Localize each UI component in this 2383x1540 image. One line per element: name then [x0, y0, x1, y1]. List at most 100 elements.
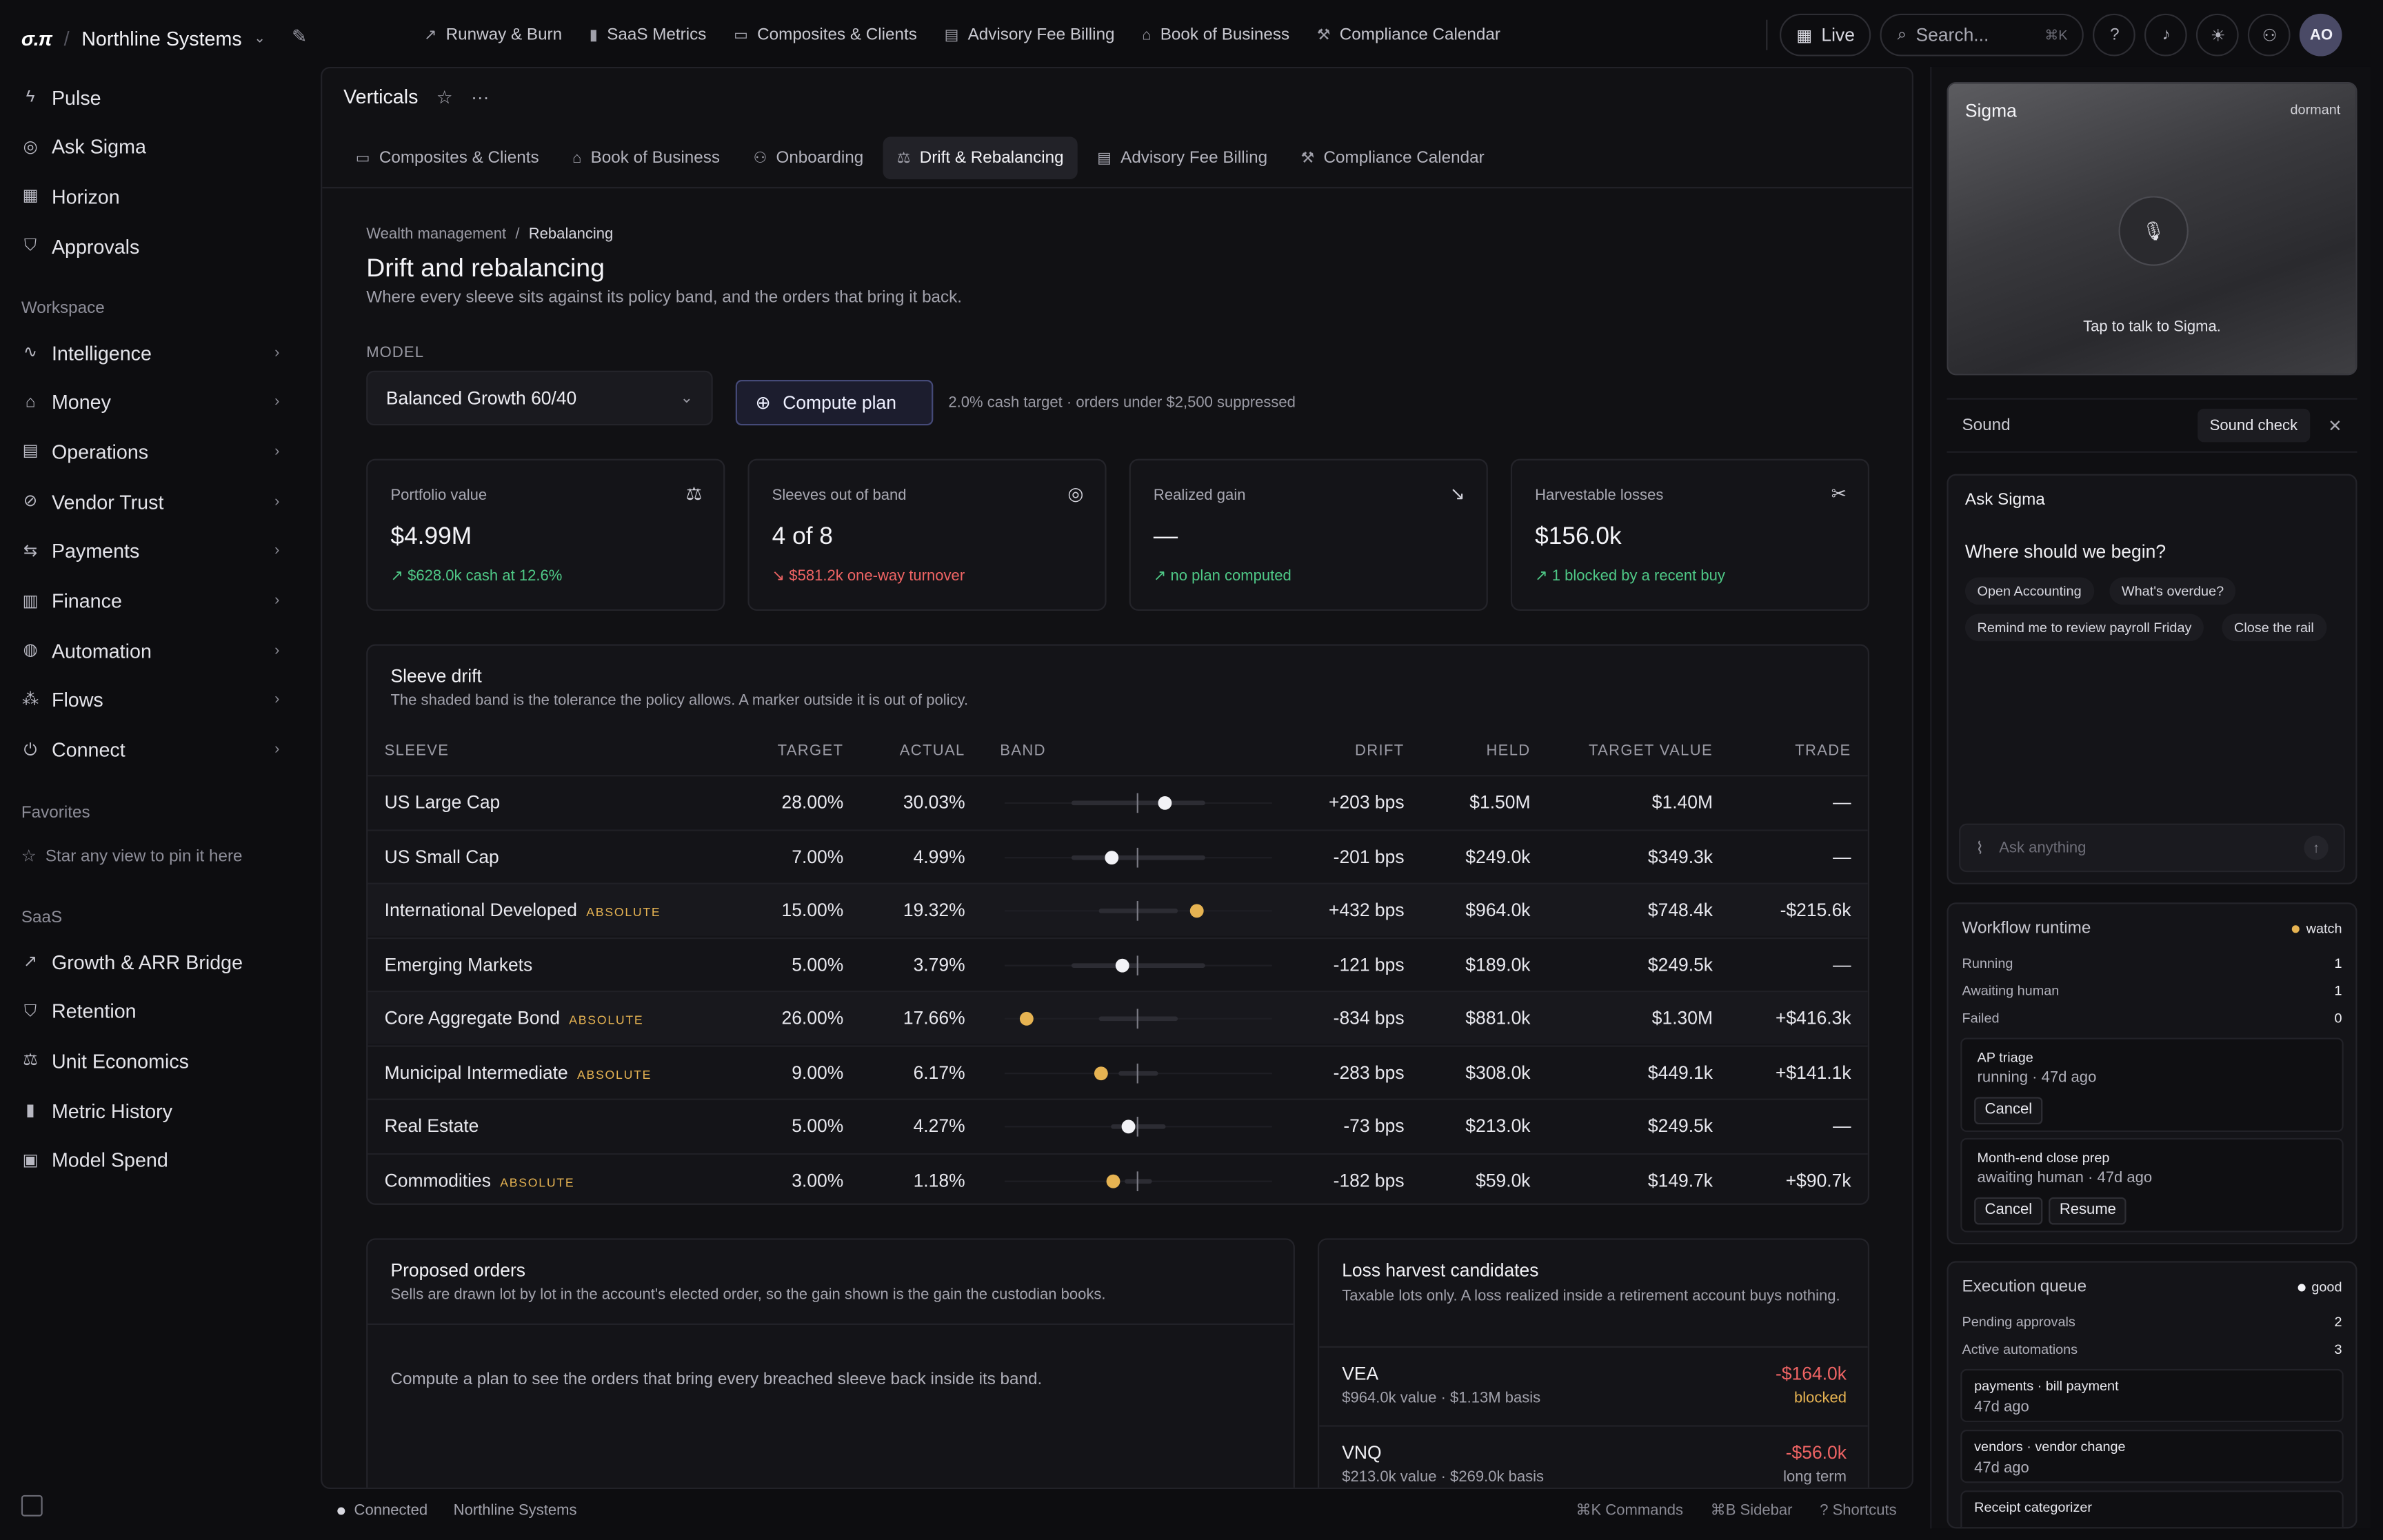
cancel-button[interactable]: Cancel: [1974, 1097, 2043, 1125]
model-select[interactable]: Balanced Growth 60/40 ⌄: [366, 370, 713, 426]
drift-cell: -73 bps: [1343, 1115, 1405, 1137]
topnav-book-of-business[interactable]: ⌂ Book of Business: [1128, 14, 1303, 57]
connection-status: Connected: [354, 1501, 428, 1519]
sidebar-item-retention[interactable]: ⛉ Retention: [21, 995, 283, 1028]
scale-icon: ⚖: [685, 483, 703, 505]
stat-value: —: [1153, 524, 1178, 550]
nav-item-label: Vendor Trust: [51, 490, 164, 514]
sleeve-name: US Large Cap: [385, 776, 501, 829]
sidebar-item-finance[interactable]: ▥ Finance ›: [21, 584, 283, 617]
sidebar-item-payments[interactable]: ⇆ Payments ›: [21, 534, 283, 567]
sidebar-item-metric-history[interactable]: ▮ Metric History: [21, 1094, 283, 1127]
status-badge: watch: [2292, 921, 2342, 936]
sound-check-button[interactable]: Sound check: [2198, 408, 2310, 443]
queue-item[interactable]: vendors · vendor change 47d ago: [1960, 1430, 2344, 1483]
band-gauge: [1004, 1046, 1272, 1100]
help-icon[interactable]: ?: [2093, 13, 2136, 57]
send-icon[interactable]: ↑: [2304, 835, 2329, 860]
queue-item[interactable]: Receipt categorizer: [1960, 1490, 2344, 1528]
paperclip-icon[interactable]: ⌇: [1975, 839, 1984, 858]
topnav-composites-clients[interactable]: ▭ Composites & Clients: [720, 14, 931, 57]
scale-icon: ⚖: [23, 1052, 38, 1071]
sidebar-item-money[interactable]: ⌂ Money ›: [21, 385, 283, 418]
sleeve-name: Core Aggregate Bond ABSOLUTE: [385, 992, 644, 1045]
table-row[interactable]: Core Aggregate Bond ABSOLUTE 26.00% 17.66% -…: [368, 991, 1868, 1045]
bell-icon[interactable]: ♪: [2144, 13, 2188, 57]
loss-amount: -$164.0k: [1776, 1363, 1847, 1384]
topnav-label: SaaS Metrics: [607, 26, 707, 44]
sleeve-label: International Developed: [384, 899, 578, 921]
more-icon[interactable]: ···: [471, 85, 490, 108]
cpu-icon: ▣: [22, 1151, 39, 1170]
harvest-subtitle: Taxable lots only. A loss realized insid…: [1342, 1288, 1840, 1306]
tab-onboarding[interactable]: ⚇ Onboarding: [740, 136, 877, 179]
suggestion-chip[interactable]: Close the rail: [2222, 614, 2326, 642]
chevron-right-icon: ›: [274, 344, 280, 361]
topnav-compliance-calendar[interactable]: ⚒ Compliance Calendar: [1303, 14, 1514, 57]
sidebar-item-pulse[interactable]: ϟ Pulse: [21, 81, 283, 114]
sidebar-item-approvals[interactable]: ⛉ Approvals: [21, 230, 283, 263]
microphone-icon[interactable]: 🎙︎: [2118, 196, 2189, 266]
search-input[interactable]: ⌕ Search... ⌘K: [1880, 13, 2084, 57]
suggestion-chip[interactable]: What's overdue?: [2109, 577, 2236, 605]
table-row[interactable]: Emerging Markets 5.00% 3.79% -121 bps $189.0…: [368, 936, 1868, 990]
star-icon[interactable]: ☆: [436, 85, 453, 108]
sidebar-item-unit-economics[interactable]: ⚖ Unit Economics: [21, 1044, 283, 1077]
topnav-advisory-fee-billing[interactable]: ▤ Advisory Fee Billing: [931, 14, 1129, 57]
tab-composites-clients[interactable]: ▭ Composites & Clients: [342, 136, 553, 179]
tab-drift-rebalancing[interactable]: ⚖ Drift & Rebalancing: [883, 136, 1078, 180]
breadcrumb-item[interactable]: Wealth management: [366, 226, 507, 243]
shortcut-commands[interactable]: ⌘K Commands: [1576, 1501, 1684, 1519]
main-panel: Verticals ☆ ··· ▭ Composites & Clients ⌂ Bo…: [321, 66, 1913, 1490]
sidebar-item-flows[interactable]: ⁂ Flows ›: [21, 684, 283, 717]
sidebar-item-automation[interactable]: ◍ Automation ›: [21, 634, 283, 667]
suggestion-chip[interactable]: Open Accounting: [1964, 577, 2094, 605]
sigma-voice-card[interactable]: Sigma dormant 🎙︎ Tap to talk to Sigma.: [1947, 82, 2357, 376]
sun-icon[interactable]: ☀: [2196, 13, 2240, 57]
tab-compliance-calendar[interactable]: ⚒ Compliance Calendar: [1287, 136, 1498, 179]
list-item[interactable]: VNQ $213.0k value · $269.0k basis -$56.0k l…: [1319, 1425, 1868, 1487]
right-rail: Sigma dormant 🎙︎ Tap to talk to Sigma. S…: [1930, 66, 2371, 1529]
sidebar-item-intelligence[interactable]: ∿ Intelligence ›: [21, 336, 283, 369]
topnav-saas-metrics[interactable]: ▮ SaaS Metrics: [576, 14, 720, 57]
sidebar-toggle-icon[interactable]: [21, 1495, 43, 1517]
table-row[interactable]: Municipal Intermediate ABSOLUTE 9.00% 6.17%…: [368, 1044, 1868, 1100]
held-cell: $189.0k: [1465, 953, 1531, 975]
org-switcher[interactable]: σ.π / Northline Systems ⌄: [21, 21, 265, 54]
table-row[interactable]: Commodities ABSOLUTE 3.00% 1.18% -182 bps $59…: [368, 1152, 1868, 1204]
sidebar-item-horizon[interactable]: ▦ Horizon: [21, 180, 283, 213]
avatar[interactable]: AO: [2300, 13, 2343, 57]
ask-input[interactable]: ⌇ Ask anything ↑: [1959, 823, 2345, 873]
shortcut-sidebar[interactable]: ⌘B Sidebar: [1710, 1501, 1793, 1519]
close-icon[interactable]: ✕: [2328, 417, 2342, 436]
sidebar-item-growth-arr-bridge[interactable]: ↗ Growth & ARR Bridge: [21, 945, 283, 978]
tab-book-of-business[interactable]: ⌂ Book of Business: [559, 136, 734, 179]
table-row[interactable]: International Developed ABSOLUTE 15.00% 19.…: [368, 882, 1868, 936]
topnav-runway-burn[interactable]: ↗ Runway & Burn: [410, 14, 576, 57]
sidebar-item-connect[interactable]: ⏻ Connect ›: [21, 733, 283, 767]
queue-item[interactable]: payments · bill payment 47d ago: [1960, 1368, 2344, 1423]
sidebar-item-vendor-trust[interactable]: ⊘ Vendor Trust ›: [21, 485, 283, 518]
users-icon[interactable]: ⚇: [2248, 13, 2291, 57]
sidebar-item-ask-sigma[interactable]: ◎ Ask Sigma: [21, 130, 283, 163]
suggestion-chip[interactable]: Remind me to review payroll Friday: [1964, 614, 2204, 642]
sidebar-item-model-spend[interactable]: ▣ Model Spend: [21, 1144, 283, 1177]
table-row[interactable]: US Large Cap 28.00% 30.03% +203 bps $1.50M $1…: [368, 775, 1868, 829]
sidebar-item-operations[interactable]: ▤ Operations ›: [21, 435, 283, 468]
sidebar: σ.π / Northline Systems ⌄ ✎ ϟ Pulse ◎ Ask S…: [0, 0, 319, 1540]
table-row[interactable]: US Small Cap 7.00% 4.99% -201 bps $249.0k $34…: [368, 829, 1868, 882]
tab-icon: ⚒: [1300, 150, 1315, 167]
tab-advisory-fee-billing[interactable]: ▤ Advisory Fee Billing: [1083, 136, 1281, 179]
live-button[interactable]: ▦ Live: [1780, 13, 1872, 57]
compose-icon[interactable]: ✎: [292, 26, 308, 48]
actual-cell: 4.27%: [913, 1115, 965, 1137]
resume-button[interactable]: Resume: [2049, 1197, 2127, 1225]
tab-label: Onboarding: [776, 149, 864, 168]
list-item[interactable]: VEA $964.0k value · $1.13M basis -$164.0k b…: [1319, 1346, 1868, 1426]
table-row[interactable]: Real Estate 5.00% 4.27% -73 bps $213.0k $249.…: [368, 1098, 1868, 1152]
cancel-button[interactable]: Cancel: [1974, 1197, 2043, 1225]
shortcut-help[interactable]: ? Shortcuts: [1820, 1501, 1897, 1519]
band-target-marker: [1136, 793, 1138, 813]
org-name: Northline Systems: [81, 26, 242, 50]
compute-plan-button[interactable]: ⊕ Compute plan: [735, 380, 934, 426]
